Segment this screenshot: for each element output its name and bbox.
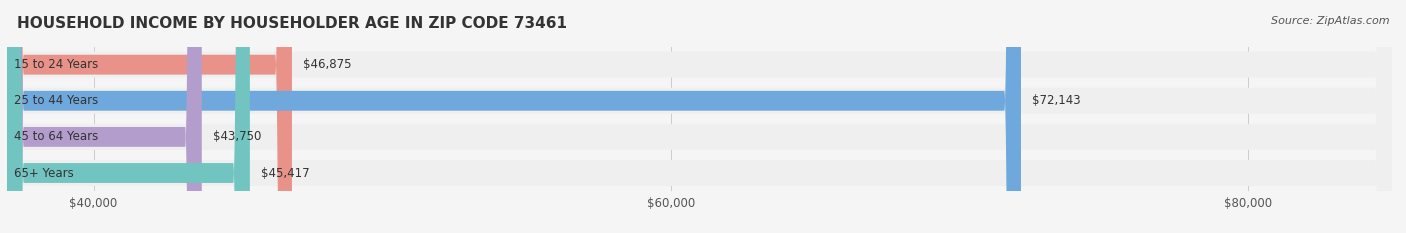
FancyBboxPatch shape [7, 0, 1392, 233]
FancyBboxPatch shape [7, 0, 250, 233]
Text: $45,417: $45,417 [262, 167, 309, 179]
Text: $46,875: $46,875 [304, 58, 352, 71]
Text: $72,143: $72,143 [1032, 94, 1081, 107]
Text: Source: ZipAtlas.com: Source: ZipAtlas.com [1271, 16, 1389, 26]
Text: 15 to 24 Years: 15 to 24 Years [14, 58, 98, 71]
FancyBboxPatch shape [7, 0, 202, 233]
Text: 45 to 64 Years: 45 to 64 Years [14, 130, 98, 143]
FancyBboxPatch shape [7, 0, 1021, 233]
Text: HOUSEHOLD INCOME BY HOUSEHOLDER AGE IN ZIP CODE 73461: HOUSEHOLD INCOME BY HOUSEHOLDER AGE IN Z… [17, 16, 567, 31]
FancyBboxPatch shape [7, 0, 1392, 233]
FancyBboxPatch shape [7, 0, 292, 233]
Text: 25 to 44 Years: 25 to 44 Years [14, 94, 98, 107]
FancyBboxPatch shape [7, 0, 1392, 233]
Text: 65+ Years: 65+ Years [14, 167, 73, 179]
Text: $43,750: $43,750 [212, 130, 262, 143]
FancyBboxPatch shape [7, 0, 1392, 233]
